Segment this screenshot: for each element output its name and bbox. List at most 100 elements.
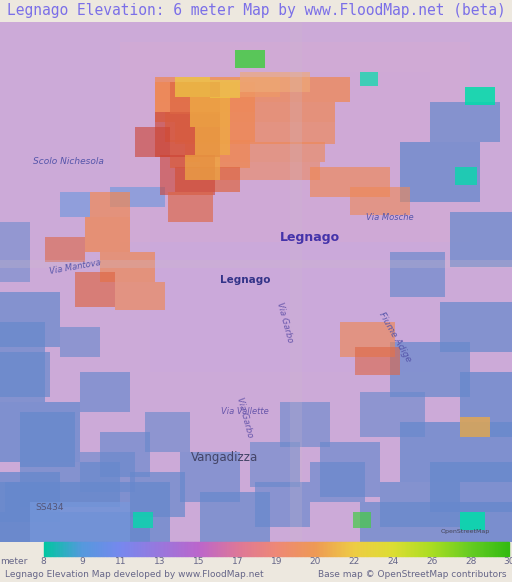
Bar — [250, 542, 252, 556]
Bar — [425, 542, 426, 556]
Bar — [93, 542, 94, 556]
Bar — [396, 542, 397, 556]
Bar — [380, 542, 381, 556]
Bar — [190, 542, 191, 556]
Bar — [143, 542, 144, 556]
Bar — [346, 542, 348, 556]
Bar — [225, 542, 226, 556]
Bar — [88, 542, 89, 556]
Bar — [49, 542, 50, 556]
Bar — [500, 542, 502, 556]
Text: Legnago Elevation Map developed by www.FloodMap.net: Legnago Elevation Map developed by www.F… — [5, 570, 264, 579]
Bar — [257, 542, 259, 556]
Bar — [210, 542, 212, 556]
Bar — [110, 542, 111, 556]
Bar — [372, 542, 374, 556]
Bar — [392, 542, 393, 556]
Bar — [81, 542, 82, 556]
Bar — [453, 542, 454, 556]
Text: Base map © OpenStreetMap contributors: Base map © OpenStreetMap contributors — [318, 570, 507, 579]
Bar — [237, 542, 238, 556]
Bar — [420, 542, 421, 556]
Bar — [148, 542, 150, 556]
Bar — [504, 542, 505, 556]
Bar — [53, 542, 54, 556]
Bar — [411, 542, 412, 556]
Text: 19: 19 — [271, 557, 282, 566]
Bar — [55, 542, 56, 556]
Bar — [370, 542, 371, 556]
Bar — [260, 542, 261, 556]
Bar — [503, 542, 504, 556]
Text: Scolo Nichesola: Scolo Nichesola — [33, 158, 103, 166]
Bar — [437, 542, 438, 556]
Bar — [460, 542, 461, 556]
Bar — [108, 542, 110, 556]
Bar — [300, 542, 301, 556]
Bar — [117, 542, 119, 556]
Text: SS434: SS434 — [36, 502, 64, 512]
Bar — [293, 542, 294, 556]
Bar — [77, 542, 78, 556]
Bar — [407, 542, 409, 556]
Text: Via Vallette: Via Vallette — [221, 407, 269, 417]
Bar — [270, 542, 271, 556]
Bar — [56, 542, 58, 556]
Bar — [438, 542, 439, 556]
Bar — [276, 542, 278, 556]
Bar — [296, 542, 297, 556]
Bar — [95, 542, 97, 556]
Bar — [306, 542, 308, 556]
Bar — [99, 542, 100, 556]
Bar — [265, 542, 266, 556]
Bar — [508, 542, 509, 556]
Bar — [423, 542, 424, 556]
Bar — [490, 542, 492, 556]
Text: Via Garbo: Via Garbo — [236, 396, 254, 438]
Bar — [358, 542, 359, 556]
Bar — [327, 542, 328, 556]
Bar — [160, 542, 161, 556]
Bar — [76, 542, 77, 556]
Bar — [73, 542, 75, 556]
Bar — [266, 542, 267, 556]
Bar — [125, 542, 126, 556]
Text: 17: 17 — [232, 557, 243, 566]
Bar — [485, 542, 486, 556]
Bar — [345, 542, 346, 556]
Bar — [104, 542, 105, 556]
Bar — [363, 542, 365, 556]
Bar — [360, 542, 362, 556]
Bar — [176, 542, 177, 556]
Text: Fiume Adige: Fiume Adige — [377, 310, 413, 364]
Bar — [238, 542, 239, 556]
Bar — [499, 542, 500, 556]
Bar — [164, 542, 165, 556]
Bar — [326, 542, 327, 556]
Bar — [243, 542, 244, 556]
Bar — [282, 542, 283, 556]
Bar — [439, 542, 441, 556]
Bar — [127, 542, 129, 556]
Bar — [463, 542, 464, 556]
Bar — [185, 542, 186, 556]
Bar — [139, 542, 141, 556]
Bar — [129, 542, 130, 556]
Bar — [353, 542, 354, 556]
Bar — [284, 542, 286, 556]
Bar — [377, 542, 379, 556]
Bar — [419, 542, 420, 556]
Bar — [208, 542, 209, 556]
Bar — [66, 542, 67, 556]
Bar — [100, 542, 102, 556]
Bar — [328, 542, 330, 556]
Bar — [67, 542, 68, 556]
Bar — [459, 542, 460, 556]
Bar — [249, 542, 250, 556]
Bar — [78, 542, 80, 556]
Bar — [340, 542, 341, 556]
Bar — [298, 542, 300, 556]
Bar — [322, 542, 323, 556]
Bar — [170, 542, 172, 556]
Bar — [54, 542, 55, 556]
